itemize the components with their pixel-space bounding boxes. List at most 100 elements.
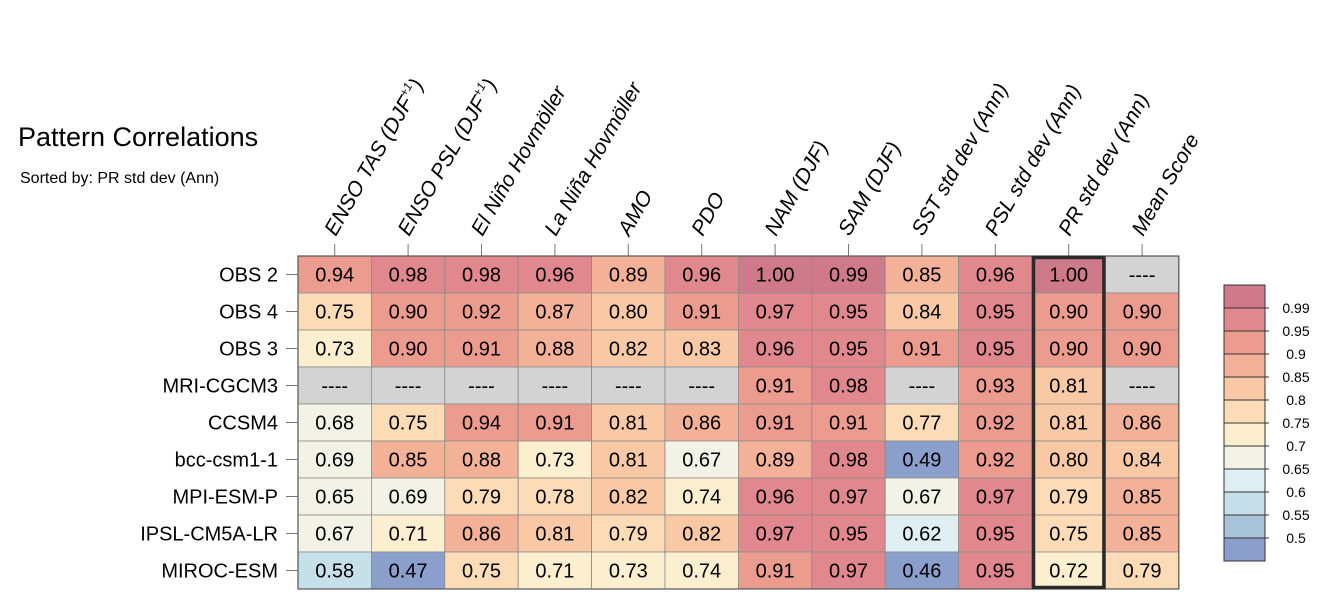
cell-value-label: 0.87 [535,302,574,324]
cell-value-label: 0.91 [682,302,721,324]
cell-value-label: 0.83 [682,339,721,361]
cell-value-label: 0.97 [756,302,795,324]
cell-value-label: 0.96 [756,487,795,509]
cell-value-label: 0.86 [1123,413,1162,435]
heatmap-cell [370,292,446,331]
row-label-mpi-esm-p: MPI-ESM-P [172,487,278,509]
cell-value-label: 0.95 [829,524,868,546]
cell-value-label: 0.91 [535,413,574,435]
cell-value-label: 0.98 [462,265,501,287]
row-label-mri-cgcm3: MRI-CGCM3 [162,376,278,398]
cell-value-label: 0.98 [829,376,868,398]
column-labels: ENSO TAS (DJF+1)ENSO PSL (DJF+1)El Niño … [320,75,1204,256]
cell-value-label: 1.00 [1049,265,1088,287]
heatmap-cell [811,292,886,331]
heatmap-cell [517,329,593,368]
chart-subtitle: Sorted by: PR std dev (Ann) [20,170,220,187]
cell-value-label: 1.00 [756,265,795,287]
heatmap-cell [444,292,519,331]
colorbar: 0.99 0.95 0.9 0.85 0.8 0.75 0.7 0.65 0.6 0.55 0.5 [1223,284,1310,562]
colorbar-swatch [1224,515,1265,538]
row-label-ccsm4: CCSM4 [208,413,278,435]
cell-value-label: 0.73 [609,561,648,583]
colorbar-tick-label: 0.9 [1286,346,1306,362]
heatmap-cell [370,255,446,294]
cell-value-label: 0.74 [682,561,721,583]
cell-value-label: 0.91 [756,413,795,435]
heatmap-cell [1105,477,1180,516]
cell-value-label: 0.95 [976,524,1015,546]
cell-value-label: 0.81 [1049,376,1088,398]
heatmap-cell [517,255,593,294]
heatmap-cell [517,292,593,331]
cell-value-label: 0.85 [902,265,941,287]
cell-value-label: ---- [1129,265,1156,287]
cell-value-label: 0.97 [829,561,868,583]
heatmap-cell [591,403,666,442]
row-label-obs-4: OBS 4 [219,302,278,324]
cell-value-label: 0.85 [1123,487,1162,509]
cell-value-label: 0.92 [976,413,1015,435]
heatmap-cell [811,551,886,590]
heatmap-cell [884,255,960,294]
cell-value-label: 0.65 [315,487,354,509]
cell-value-label: ---- [615,376,642,398]
cell-value-label: ---- [1129,376,1156,398]
cell-value-label: 0.91 [462,339,501,361]
heatmap-cell [591,292,666,331]
cell-value-label: 0.77 [902,413,941,435]
cell-value-label: 0.91 [902,339,941,361]
cell-value-label: 0.46 [902,561,941,583]
colorbar-swatch [1224,423,1265,446]
cell-value-label: 0.73 [535,450,574,472]
colorbar-tick-label: 0.5 [1286,530,1306,546]
heatmap-cell [664,366,739,405]
cell-value-label: 0.90 [1123,302,1162,324]
heatmap-cell [517,403,593,442]
cell-value-label: 0.79 [1123,561,1162,583]
chart-title: Pattern Correlations [18,122,259,152]
cell-value-label: 0.80 [609,302,648,324]
colorbar-swatch [1224,285,1265,308]
heatmap-cell [1105,514,1180,553]
cell-value-label: 0.90 [389,302,428,324]
heatmap-cell [444,255,519,294]
colorbar-swatch [1224,400,1265,423]
cell-value-label: 0.71 [535,561,574,583]
cell-value-label: 0.97 [829,487,868,509]
cell-value-label: 0.86 [462,524,501,546]
heatmap-cell [884,403,960,442]
cell-value-label: 0.81 [1049,413,1088,435]
cell-value-label: ---- [468,376,495,398]
heatmap-cell [958,440,1033,479]
cell-value-label: 0.97 [756,524,795,546]
cell-value-label: 0.94 [315,265,354,287]
colorbar-tick-label: 0.6 [1286,484,1306,500]
heatmap-cell [738,477,813,516]
row-label-obs-2: OBS 2 [219,265,278,287]
cell-value-label: 0.92 [976,450,1015,472]
heatmap-cell [297,514,372,553]
cell-value-label: ---- [688,376,715,398]
colorbar-swatch [1224,354,1265,377]
cell-value-label: 0.94 [462,413,501,435]
cell-value-label: 0.95 [976,302,1015,324]
row-label-bcc-csm1-1: bcc-csm1-1 [175,450,278,472]
cell-value-label: 0.89 [756,450,795,472]
cell-value-label: 0.81 [609,413,648,435]
cell-value-label: 0.79 [462,487,501,509]
heatmap-cell [738,440,813,479]
heatmap-cell [811,255,886,294]
cell-value-label: 0.95 [829,339,868,361]
cell-value-label: 0.75 [1049,524,1088,546]
colorbar-tick-label: 0.7 [1286,438,1306,454]
cell-value-label: 0.68 [315,413,354,435]
heatmap-cell [1031,403,1106,442]
colorbar-tick-label: 0.55 [1282,507,1309,523]
heatmap-cell [738,403,813,442]
cell-value-label: 0.49 [902,450,941,472]
cell-value-label: 0.67 [315,524,354,546]
cell-value-label: 0.78 [535,487,574,509]
cell-value-label: 0.95 [829,302,868,324]
heatmap-cell [664,440,739,479]
